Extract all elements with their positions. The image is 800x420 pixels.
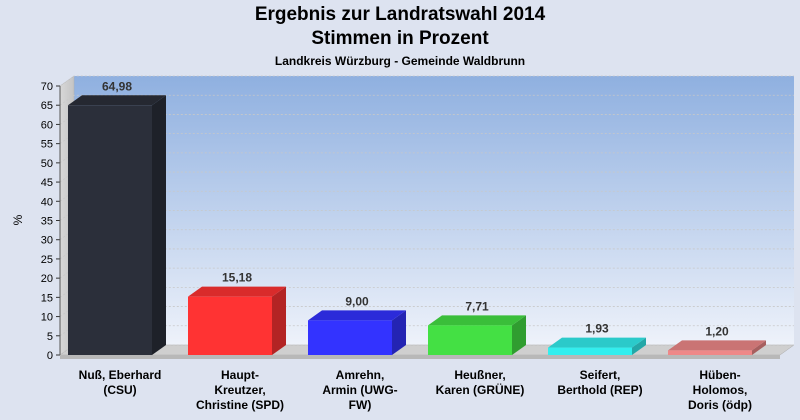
y-tick-label: 30 — [41, 235, 53, 247]
x-tick-label: (CSU) — [103, 383, 136, 397]
chart-title: Ergebnis zur Landratswahl 2014 — [254, 4, 546, 25]
bar-top — [188, 286, 286, 297]
x-tick-label: Holomos, — [693, 383, 748, 397]
x-tick-label: Kreutzer, — [214, 383, 265, 397]
y-tick-label: 35 — [41, 216, 53, 228]
y-axis-label: % — [11, 214, 25, 225]
chart-title-line-2: Stimmen in Prozent — [311, 28, 489, 49]
x-tick-label: Amrehn, — [336, 368, 385, 382]
x-tick-label: Haupt- — [221, 368, 259, 382]
bar-side — [632, 337, 646, 355]
y-tick-label: 45 — [41, 177, 53, 189]
y-tick-label: 10 — [41, 312, 53, 324]
y-tick-label: 50 — [41, 158, 53, 170]
bar-top — [548, 337, 646, 348]
data-label: 7,71 — [465, 299, 489, 313]
x-tick-label: Nuß, Eberhard — [79, 368, 162, 382]
bar — [548, 347, 632, 355]
bar — [668, 350, 752, 355]
gridline — [59, 94, 794, 106]
bar-top — [428, 315, 526, 326]
y-tick-label: 25 — [41, 254, 53, 266]
y-tick-label: 55 — [41, 139, 53, 151]
gridline — [59, 75, 794, 87]
data-label: 1,93 — [585, 322, 609, 336]
bar-side — [272, 286, 286, 355]
data-label: 15,18 — [222, 271, 252, 285]
x-tick-label: Seifert, — [580, 368, 621, 382]
x-tick-label: Heußner, — [454, 368, 505, 382]
bar — [308, 320, 392, 355]
bar — [68, 105, 152, 356]
y-tick-label: 20 — [41, 273, 53, 285]
x-tick-label: Doris (ödp) — [688, 398, 752, 412]
y-tick-label: 65 — [41, 100, 53, 112]
y-tick-label: 0 — [47, 350, 53, 362]
x-tick-label: Karen (GRÜNE) — [436, 382, 525, 397]
chart-subtitle: Landkreis Würzburg - Gemeinde Waldbrunn — [274, 54, 526, 68]
bar-side — [392, 310, 406, 355]
bar — [188, 296, 272, 355]
y-tick-label: 15 — [41, 292, 53, 304]
x-tick-label: Berthold (REP) — [557, 383, 642, 397]
plot-floor-edge — [60, 355, 780, 359]
y-tick-label: 70 — [41, 81, 53, 93]
y-tick-label: 60 — [41, 119, 53, 131]
bar-top — [68, 95, 166, 106]
bar — [428, 325, 512, 355]
bar-side — [752, 340, 766, 355]
data-label: 64,98 — [102, 79, 132, 93]
data-label: 9,00 — [345, 294, 369, 308]
x-tick-label: Hüben- — [699, 368, 740, 382]
bar-top — [308, 310, 406, 321]
y-tick-label: 40 — [41, 196, 53, 208]
bar-top — [668, 340, 766, 351]
bar-side — [512, 315, 526, 355]
x-tick-label: FW) — [349, 398, 372, 412]
x-tick-label: Christine (SPD) — [196, 398, 284, 412]
y-tick-label: 5 — [47, 331, 53, 343]
data-label: 1,20 — [705, 324, 729, 338]
bar-side — [152, 95, 166, 356]
x-tick-label: Armin (UWG- — [322, 383, 397, 397]
